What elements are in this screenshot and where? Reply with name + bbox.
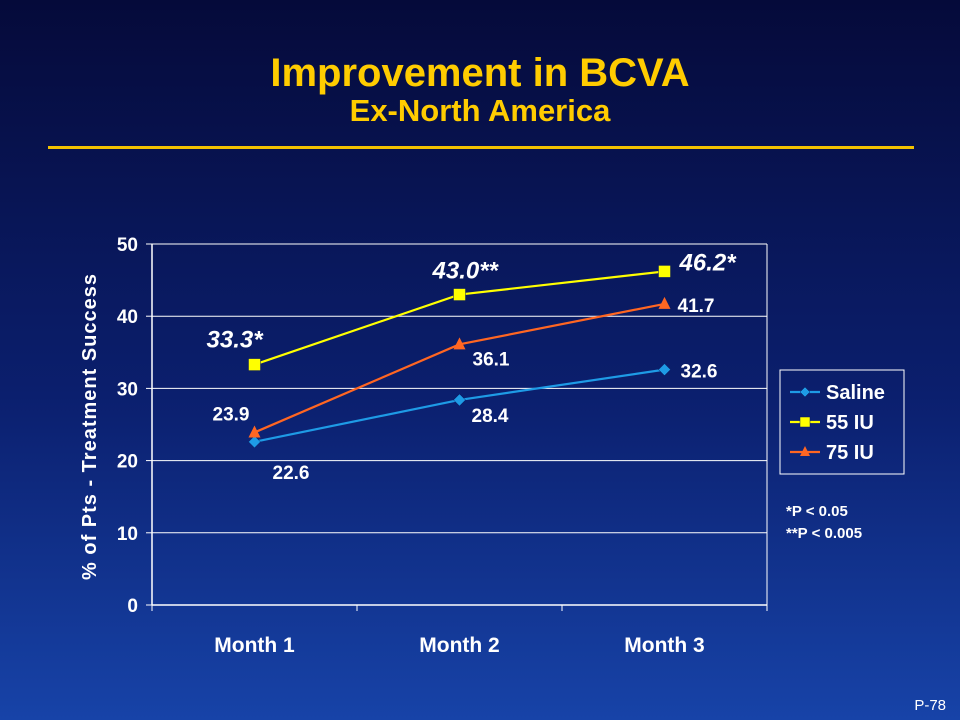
legend-marker [799,386,811,398]
y-axis-label: % of Pts - Treatment Success [79,273,101,580]
footnote: **P < 0.005 [786,525,862,542]
data-label: 32.6 [681,362,718,383]
legend-box [779,369,905,475]
y-tick-label: 0 [127,596,138,617]
y-tick-label: 40 [117,307,138,328]
slide-number: P-78 [914,697,946,714]
data-point-marker [453,337,466,350]
title-divider [48,146,914,149]
data-label: 23.9 [213,404,250,425]
data-point-marker [658,296,671,309]
data-point-marker [453,288,466,301]
y-tick-label: 20 [117,452,138,473]
data-label: 43.0** [432,258,500,285]
legend-marker [800,446,810,456]
data-point-marker [248,358,261,371]
legend-marker [799,416,811,428]
legend-label: 55 IU [826,412,874,434]
slide-subtitle: Ex-North America [349,93,611,128]
data-label: 28.4 [472,406,509,427]
data-point-marker [248,425,261,438]
data-label: 36.1 [473,349,510,370]
legend-label: 75 IU [826,442,874,464]
x-tick-label: Month 3 [624,634,704,657]
data-label: 33.3* [207,327,265,354]
data-point-marker [248,435,261,449]
y-tick-label: 30 [117,379,138,400]
data-label: 22.6 [273,463,310,484]
title-block: Improvement in BCVA Ex-North America [0,52,960,128]
legend-label: Saline [826,382,885,404]
series-line-55-iu [254,270,665,366]
footnote: *P < 0.05 [786,503,848,520]
series-line-75-iu [254,302,665,434]
data-point-marker [658,265,671,278]
data-label: 41.7 [678,296,715,317]
x-tick-label: Month 2 [419,634,499,657]
data-point-marker [453,393,466,407]
data-point-marker [658,363,671,376]
y-tick-label: 50 [117,235,138,256]
data-label: 46.2* [679,249,738,276]
y-tick-label: 10 [117,524,138,545]
slide-title: Improvement in BCVA [270,51,690,95]
x-tick-label: Month 1 [214,634,295,657]
